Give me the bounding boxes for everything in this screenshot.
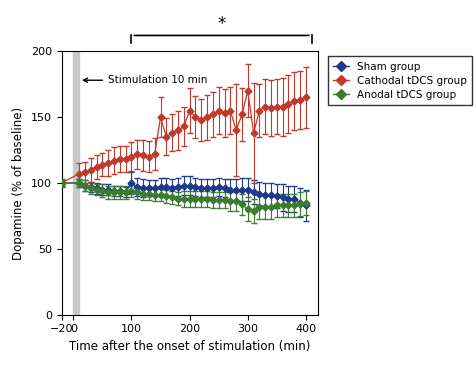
Text: *: * [218, 15, 226, 33]
Legend: Sham group, Cathodal tDCS group, Anodal tDCS group: Sham group, Cathodal tDCS group, Anodal … [328, 56, 472, 105]
Bar [73, 51, 79, 315]
Text: Stimulation 10 min: Stimulation 10 min [83, 75, 208, 85]
X-axis label: Time after the onset of stimulation (min): Time after the onset of stimulation (min… [69, 340, 310, 353]
Y-axis label: Dopamine (% of baseline): Dopamine (% of baseline) [12, 107, 25, 259]
